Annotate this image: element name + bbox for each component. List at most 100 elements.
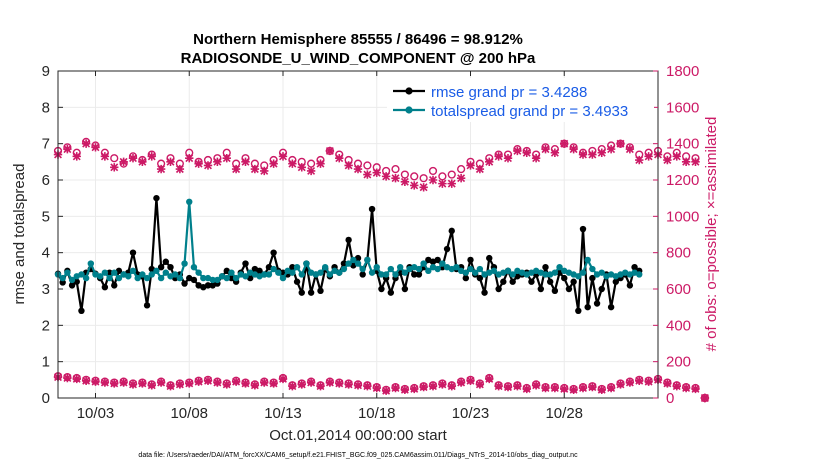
- spread-point: [195, 269, 202, 276]
- spread-point: [326, 271, 334, 278]
- rmse-point: [68, 282, 76, 289]
- y-tick-label: 9: [42, 63, 50, 80]
- rmse-point: [242, 260, 249, 267]
- legend-box: [387, 78, 654, 122]
- obs-assimilated-point: [213, 157, 222, 167]
- spread-point: [200, 274, 207, 282]
- obs-assimilated-point: [419, 183, 428, 192]
- obs-assimilated-point: [644, 152, 653, 161]
- obs-assimilated-point: [410, 384, 419, 394]
- spread-point: [186, 198, 193, 205]
- obs-assimilated-point: [606, 144, 616, 154]
- obs-assimilated-point: [156, 378, 166, 387]
- obs-assimilated-point: [81, 139, 91, 148]
- obs-assimilated-point: [438, 380, 447, 389]
- y-tick-label: 8: [42, 99, 50, 116]
- spread-point: [209, 276, 216, 284]
- spread-point: [396, 264, 404, 271]
- spread-point: [392, 271, 399, 278]
- obs-assimilated-point: [288, 381, 297, 391]
- spread-point: [115, 274, 123, 282]
- spread-point: [368, 269, 376, 276]
- obs-assimilated-point: [588, 382, 597, 392]
- obs-assimilated-point: [691, 384, 700, 394]
- obs-assimilated-point: [344, 161, 353, 170]
- spread-point: [401, 269, 409, 276]
- legend-spread-marker: [405, 106, 413, 114]
- data-file-footer: data file: /Users/raeder/DAI/ATM_forcXX/…: [138, 452, 578, 459]
- rmse-point: [542, 264, 549, 271]
- obs-assimilated-point: [175, 164, 185, 174]
- obs-possible-point: [391, 165, 400, 174]
- spread-point: [293, 264, 301, 271]
- x-tick-label: 10/03: [77, 405, 115, 422]
- x-tick-label: 10/08: [170, 405, 208, 422]
- obs-assimilated-point: [81, 376, 91, 385]
- rmse-point: [589, 274, 596, 282]
- rmse-point: [565, 285, 573, 293]
- obs-assimilated-point: [278, 374, 288, 384]
- y-right-tick-label: 1600: [666, 99, 699, 116]
- obs-assimilated-point: [644, 377, 653, 386]
- spread-point: [425, 267, 432, 275]
- y-right-tick-label: 200: [666, 354, 691, 371]
- y-right-tick-label: 1400: [666, 136, 699, 153]
- spread-point: [467, 265, 474, 273]
- rmse-point: [143, 302, 151, 309]
- spread-point: [87, 260, 95, 267]
- obs-assimilated-point: [531, 154, 541, 163]
- rmse-point: [387, 289, 395, 296]
- obs-possible-point: [110, 154, 119, 163]
- rmse-point: [467, 256, 474, 264]
- obs-assimilated-point: [681, 157, 691, 167]
- spread-point: [345, 260, 352, 267]
- obs-assimilated-point: [203, 376, 213, 385]
- y-tick-label: 2: [42, 317, 50, 334]
- obs-assimilated-point: [391, 383, 400, 393]
- spread-point: [153, 267, 160, 275]
- obs-assimilated-point: [550, 383, 560, 393]
- obs-assimilated-point: [156, 164, 166, 174]
- y-tick-label: 4: [42, 245, 50, 262]
- obs-assimilated-point: [72, 152, 81, 161]
- obs-possible-point: [363, 161, 372, 170]
- spread-point: [289, 269, 296, 276]
- spread-point: [96, 273, 104, 280]
- obs-assimilated-point: [128, 380, 138, 389]
- spread-point: [434, 265, 441, 273]
- rmse-point: [570, 278, 577, 285]
- rmse-point: [157, 264, 165, 271]
- spread-point: [134, 274, 141, 282]
- obs-assimilated-point: [119, 378, 128, 387]
- rmse-point: [162, 258, 170, 265]
- spread-point: [171, 271, 179, 278]
- rmse-point: [546, 278, 554, 285]
- obs-assimilated-point: [119, 157, 128, 167]
- obs-assimilated-point: [700, 393, 710, 403]
- obs-assimilated-point: [522, 384, 531, 394]
- rmse-point: [500, 278, 507, 285]
- spread-point: [584, 256, 591, 264]
- obs-assimilated-point: [175, 380, 185, 389]
- spread-point: [64, 269, 71, 276]
- obs-assimilated-point: [550, 148, 560, 157]
- spread-point: [101, 269, 109, 276]
- obs-assimilated-point: [456, 173, 466, 183]
- rmse-point: [106, 269, 113, 276]
- spread-point: [336, 269, 343, 276]
- spread-point: [579, 269, 587, 276]
- obs-assimilated-point: [466, 161, 475, 170]
- chart-title: Northern Hemisphere 85555 / 86496 = 98.9…: [193, 31, 523, 48]
- obs-assimilated-point: [475, 164, 485, 174]
- obs-assimilated-point: [353, 381, 363, 390]
- spread-point: [82, 274, 90, 282]
- obs-assimilated-point: [147, 152, 156, 161]
- obs-assimilated-point: [616, 139, 625, 148]
- obs-assimilated-point: [110, 163, 119, 172]
- obs-assimilated-point: [203, 161, 213, 170]
- obs-assimilated-point: [400, 177, 410, 187]
- rmse-point: [167, 264, 174, 271]
- axes: 0 1 2 3 4 5 6 7 8 9 0 200 400 600 800 1000 1200 1400 1600 1…: [42, 63, 700, 422]
- y-tick-label: 3: [42, 281, 50, 298]
- rmse-point: [101, 283, 109, 291]
